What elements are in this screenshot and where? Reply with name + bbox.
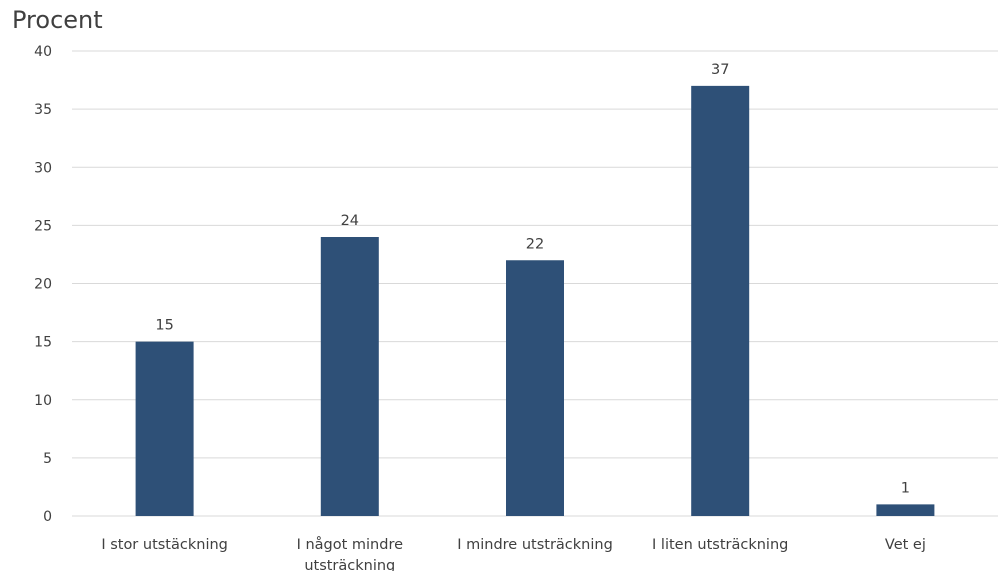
bar [691,85,750,516]
data-label: 24 [341,213,359,229]
data-label: 1 [901,480,910,496]
x-tick-label: I liten utsträckning [652,537,788,553]
y-tick-label: 10 [34,393,52,409]
bar [320,237,379,516]
bar [506,260,564,516]
bars [135,85,935,516]
data-label: 37 [711,62,729,78]
x-tick-label: I något mindre [297,536,404,553]
data-labels: 15 24 22 37 1 [155,62,910,497]
y-tick-label: 20 [34,277,52,293]
x-tick-label: utsträckning [304,558,395,571]
x-axis-ticks: I stor utstäckning I något mindre utsträck… [101,536,926,571]
y-tick-label: 35 [34,102,52,118]
y-tick-label: 5 [43,451,52,467]
data-label: 22 [526,236,544,252]
data-label: 15 [155,318,173,334]
y-axis-title: Procent [12,6,103,34]
y-tick-label: 15 [34,335,52,351]
y-tick-label: 40 [34,44,52,60]
bar [135,341,194,516]
bar [876,504,935,516]
x-tick-label: Vet ej [885,537,926,553]
y-tick-label: 0 [43,509,52,525]
y-axis-ticks: 0 5 10 15 20 25 30 35 40 [34,44,52,525]
x-tick-label: I mindre utsträckning [457,537,613,553]
y-tick-label: 30 [34,160,52,176]
x-tick-label: I stor utstäckning [101,537,228,553]
y-tick-label: 25 [34,218,52,234]
